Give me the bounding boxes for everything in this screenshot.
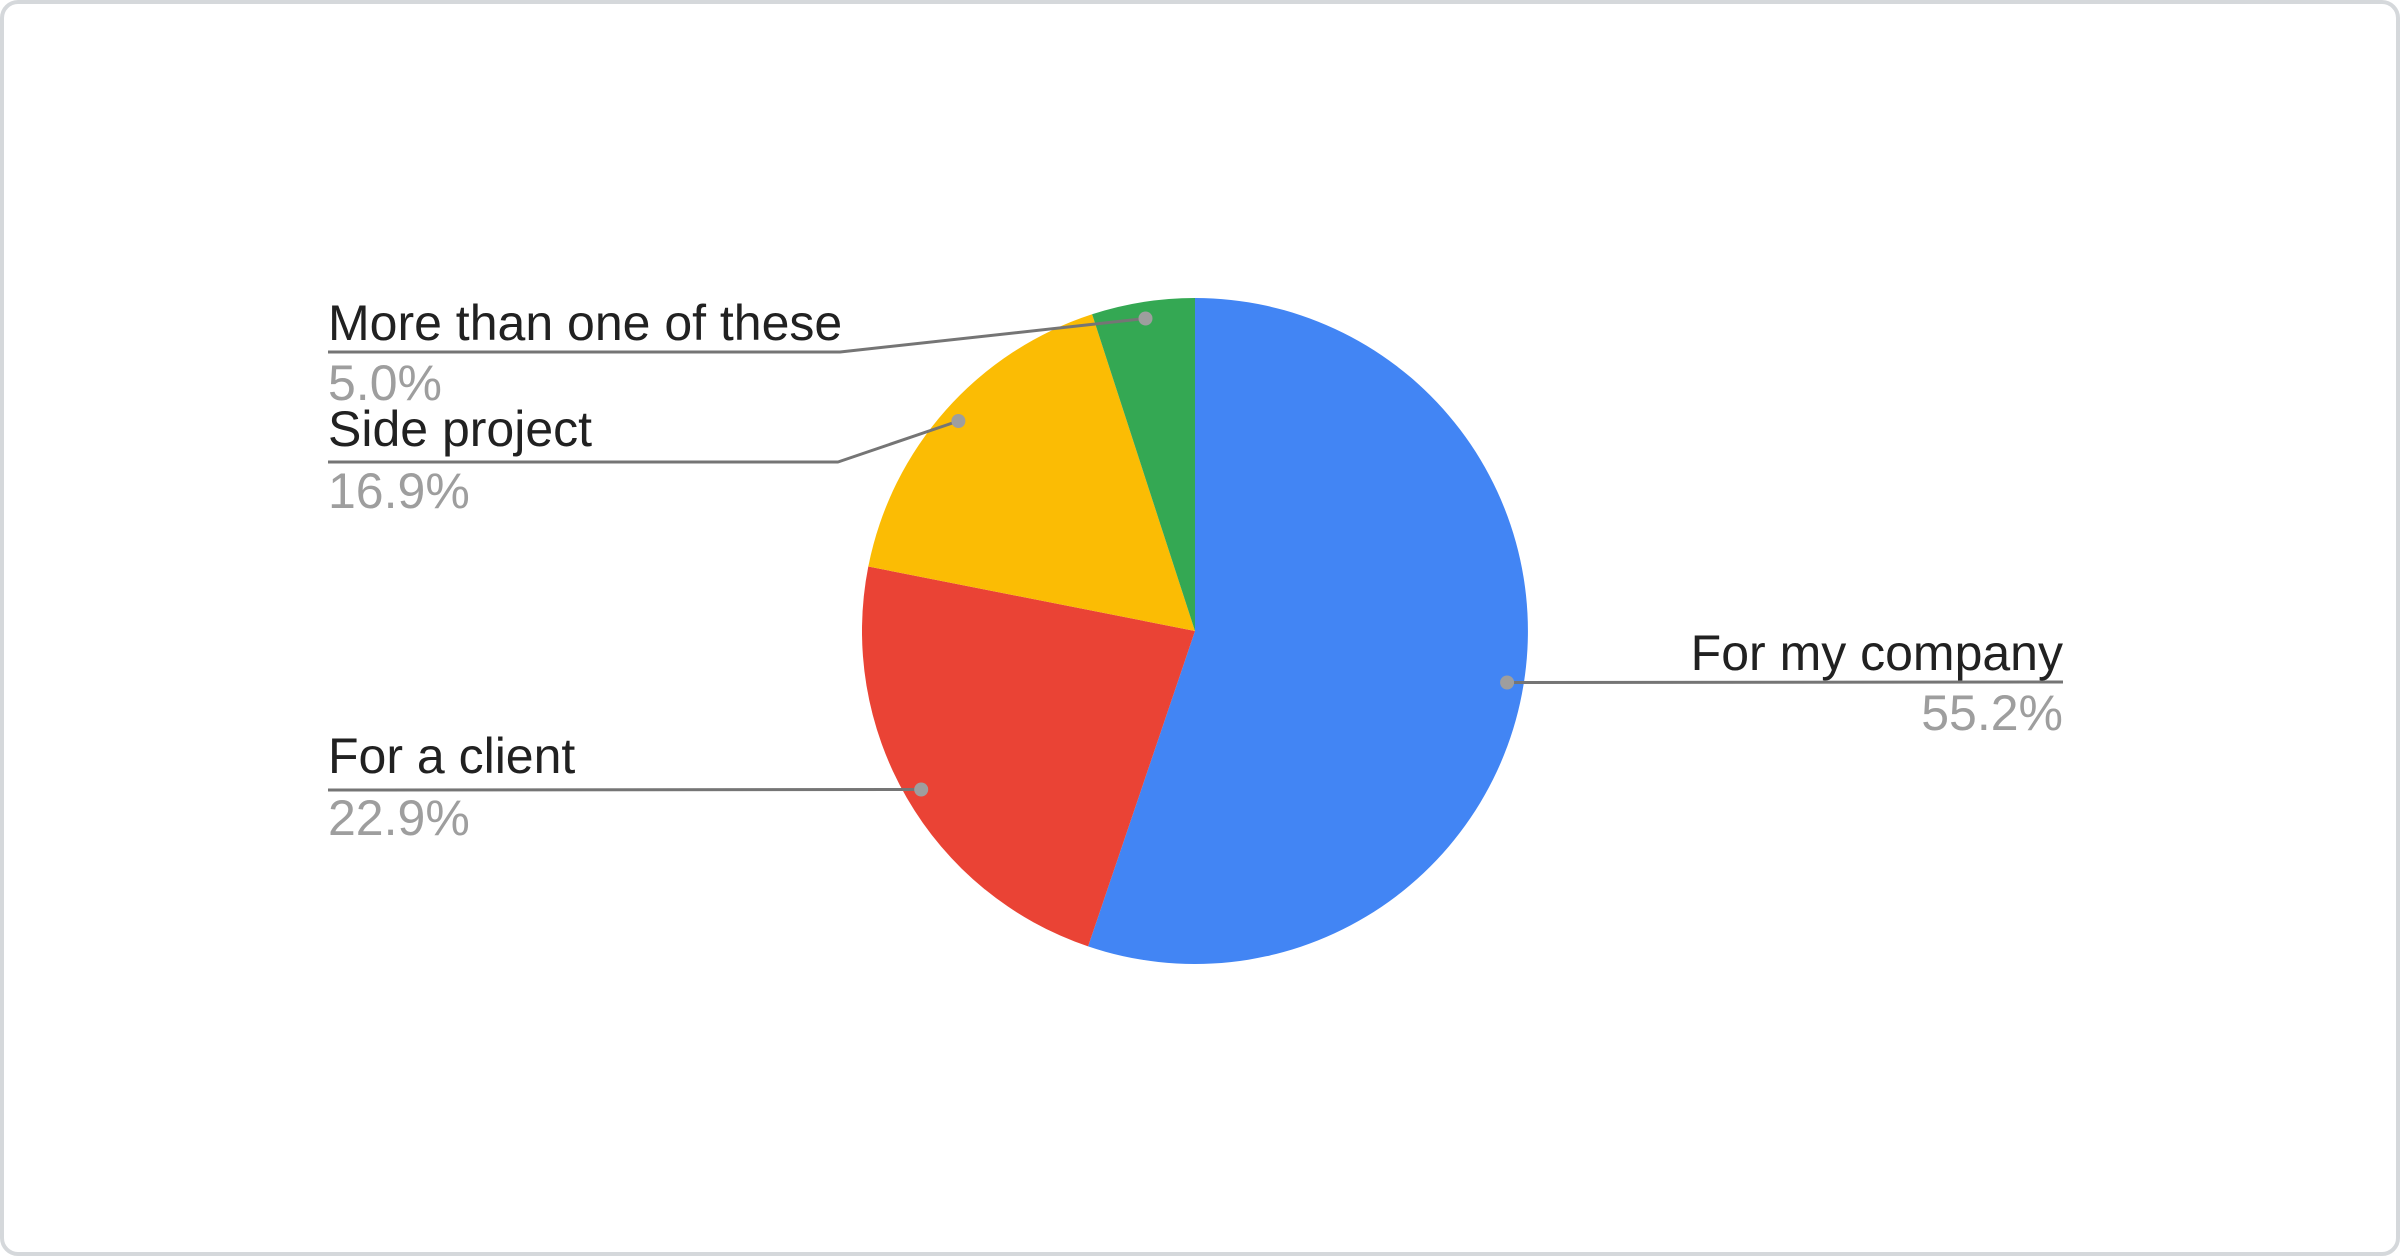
- slice-label: For a client: [328, 728, 575, 784]
- slice-percent: 22.9%: [328, 790, 470, 846]
- leader-line: [327, 788, 922, 792]
- pie-slices: [861, 298, 1528, 964]
- callout-more-than-one: More than one of these 5.0%: [328, 295, 1153, 411]
- callout-side-project: Side project 16.9%: [328, 401, 966, 519]
- slice-percent: 16.9%: [328, 463, 470, 519]
- pie-callouts: For my company 55.2% For a client 22.9% …: [327, 295, 2064, 846]
- pie-slice-for-my-company[interactable]: [1088, 298, 1528, 964]
- leader-dot: [1138, 311, 1153, 326]
- leader-line: [1507, 680, 2064, 684]
- slice-label: More than one of these: [328, 295, 842, 351]
- leader-dot: [951, 414, 966, 428]
- slice-label: Side project: [328, 401, 592, 457]
- pie-slice-more-than-one[interactable]: [1092, 298, 1195, 631]
- leader-line: [328, 419, 959, 464]
- leader-dot: [1500, 675, 1515, 690]
- pie-slice-side-project[interactable]: [868, 314, 1195, 631]
- slice-percent: 5.0%: [328, 355, 442, 411]
- callout-for-a-client: For a client 22.9%: [327, 728, 929, 846]
- slice-percent: 55.2%: [1921, 685, 2063, 741]
- leader-dot: [914, 782, 929, 797]
- callout-for-my-company: For my company 55.2%: [1500, 625, 2064, 741]
- pie-slice-for-a-client[interactable]: [861, 566, 1195, 947]
- slice-label: For my company: [1691, 625, 2063, 681]
- leader-line: [328, 317, 1146, 354]
